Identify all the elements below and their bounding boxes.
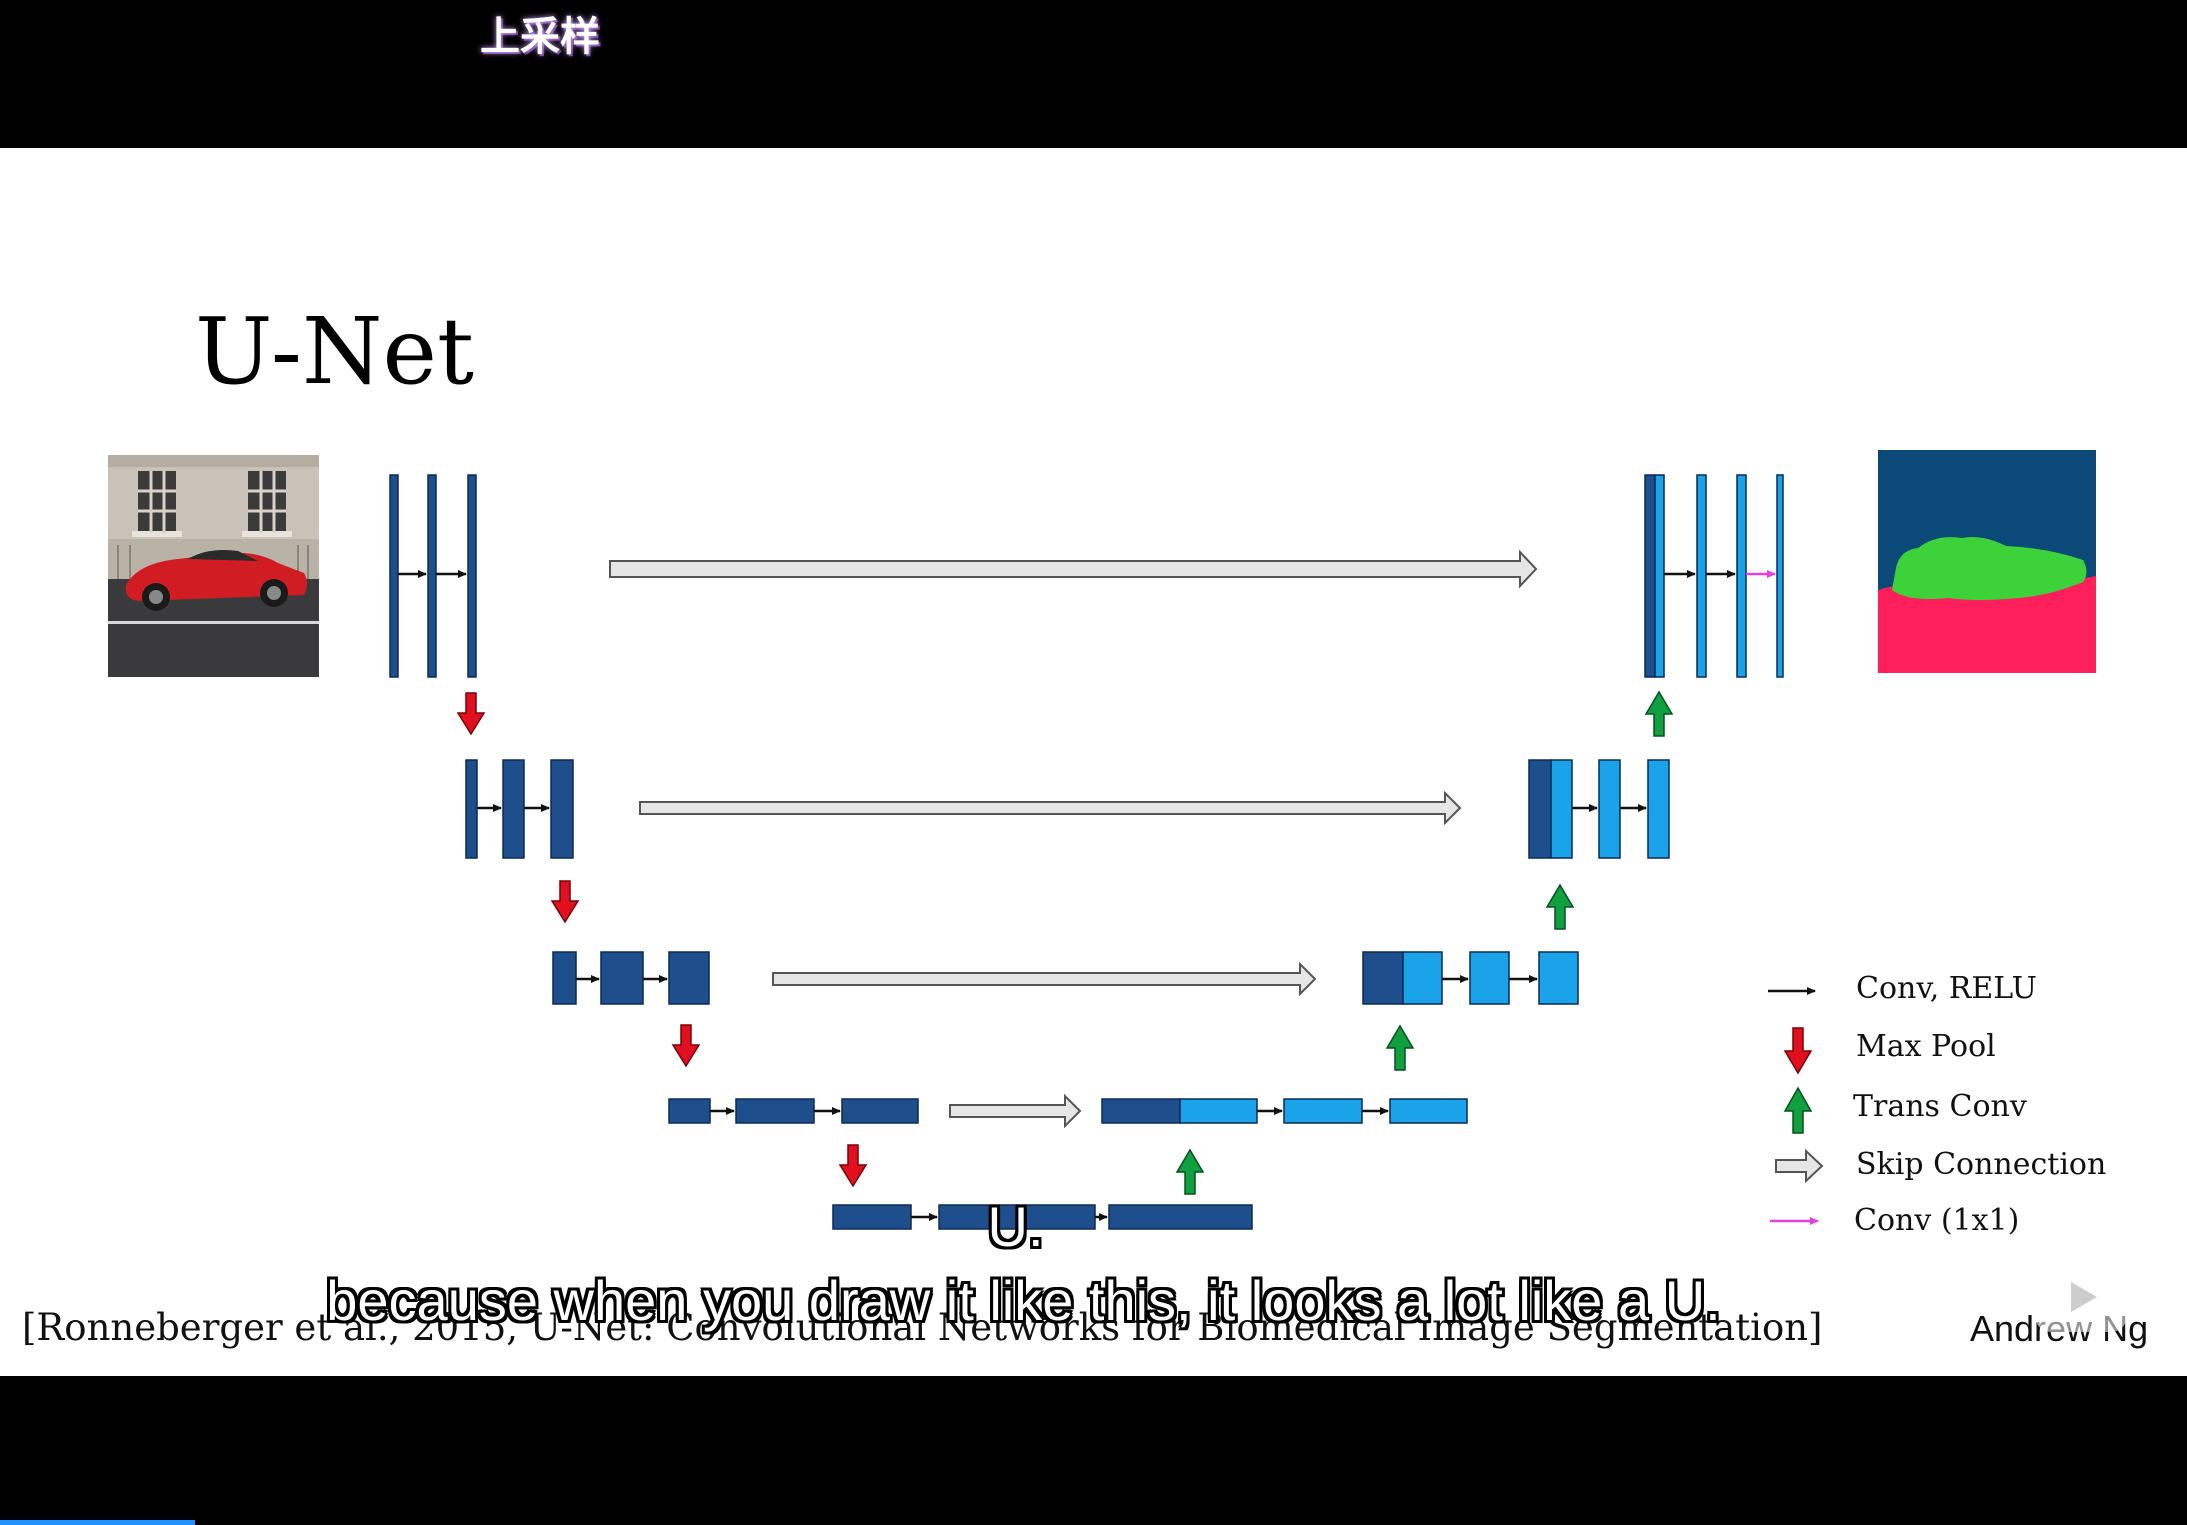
trans-conv-arrows [1175,690,1674,1195]
green-up-arrow-icon [1783,1086,1813,1134]
red-down-arrow-icon [1783,1027,1813,1075]
encoder-level-1 [389,474,477,678]
bottleneck [832,1204,1253,1230]
subtitle-main: because when you draw it like this, it l… [326,1269,1721,1332]
legend-conv-1x1: Conv (1x1) [1854,1203,2020,1238]
encoder-level-4 [668,1098,919,1124]
play-icon[interactable] [2035,1262,2127,1332]
max-pool-arrows [456,692,868,1188]
unet-diagram [389,474,1824,1230]
video-progress-bar[interactable] [0,1520,195,1525]
skip-connection-level-1 [609,549,1538,589]
decoder-level-2 [1528,759,1670,859]
enc1-block-3 [467,474,477,678]
legend-conv-relu: Conv, RELU [1856,971,2037,1006]
enc1-block-1 [389,474,399,678]
legend-icons [1768,987,1824,1225]
slide-title: U-Net [195,298,474,405]
decoder-level-4 [1101,1098,1468,1124]
hollow-arrow-icon [1775,1148,1824,1184]
encoder-level-3 [552,951,710,1005]
legend-trans-conv: Trans Conv [1853,1089,2027,1124]
legend-skip-connection: Skip Connection [1856,1147,2107,1182]
slide: U-Net [0,148,2187,1376]
legend-max-pool: Max Pool [1856,1029,1996,1064]
encoder-level-2 [465,759,574,859]
enc1-block-2 [427,474,437,678]
subtitle-word: U. [987,1195,1044,1258]
decoder-level-3 [1362,951,1579,1005]
chapter-title: 上采样 [480,14,600,60]
segmentation-mask [1878,450,2096,673]
input-car-photo [108,455,319,677]
decoder-level-1 [1644,474,1784,678]
citation: [Ronneberger et al., 2015, U-Net: Convol… [22,1306,1823,1349]
